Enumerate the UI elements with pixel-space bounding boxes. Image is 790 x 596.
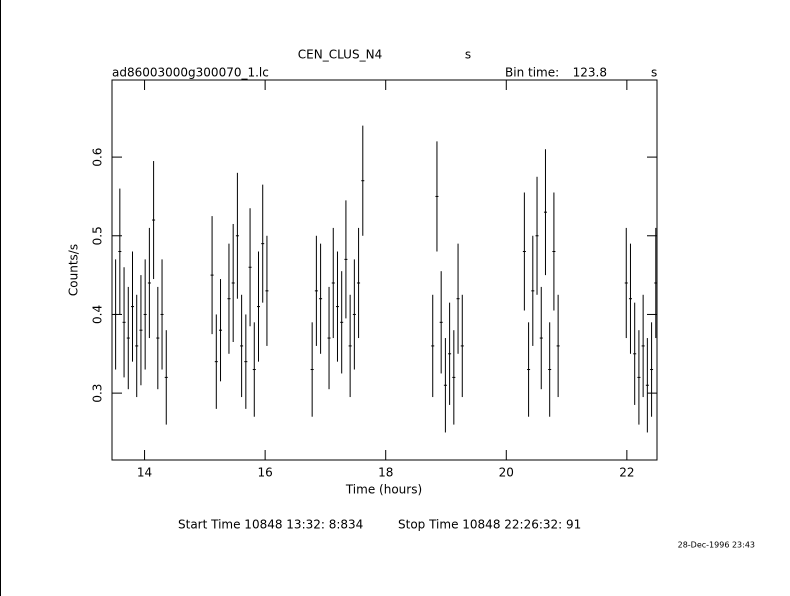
bin-time: 123.8 xyxy=(573,66,607,80)
bin-label: Bin time: xyxy=(505,66,559,80)
x-tick-label: 18 xyxy=(378,466,393,480)
x-tick-label: 14 xyxy=(137,466,152,480)
subtitle: ad86003000g300070_1.lc xyxy=(112,66,269,80)
x-tick-label: 22 xyxy=(619,466,634,480)
x-tick-label: 20 xyxy=(499,466,514,480)
x-axis-label: Time (hours) xyxy=(345,483,422,497)
bin-unit: s xyxy=(651,66,657,80)
stop-time: Stop Time 10848 22:26:32: 91 xyxy=(398,518,581,532)
y-tick-label: 0.3 xyxy=(91,384,105,403)
y-tick-label: 0.6 xyxy=(91,148,105,167)
x-tick-label: 16 xyxy=(257,466,272,480)
start-time: Start Time 10848 13:32: 8:834 xyxy=(178,518,363,532)
y-axis-label: Counts/s xyxy=(67,244,81,296)
chart-title: CEN_CLUS_N4 xyxy=(298,48,382,62)
y-tick-label: 0.5 xyxy=(91,226,105,245)
y-tick-label: 0.4 xyxy=(91,305,105,324)
title-unit: s xyxy=(465,48,471,62)
plot-frame xyxy=(111,79,658,461)
timestamp: 28-Dec-1996 23:43 xyxy=(678,541,755,550)
